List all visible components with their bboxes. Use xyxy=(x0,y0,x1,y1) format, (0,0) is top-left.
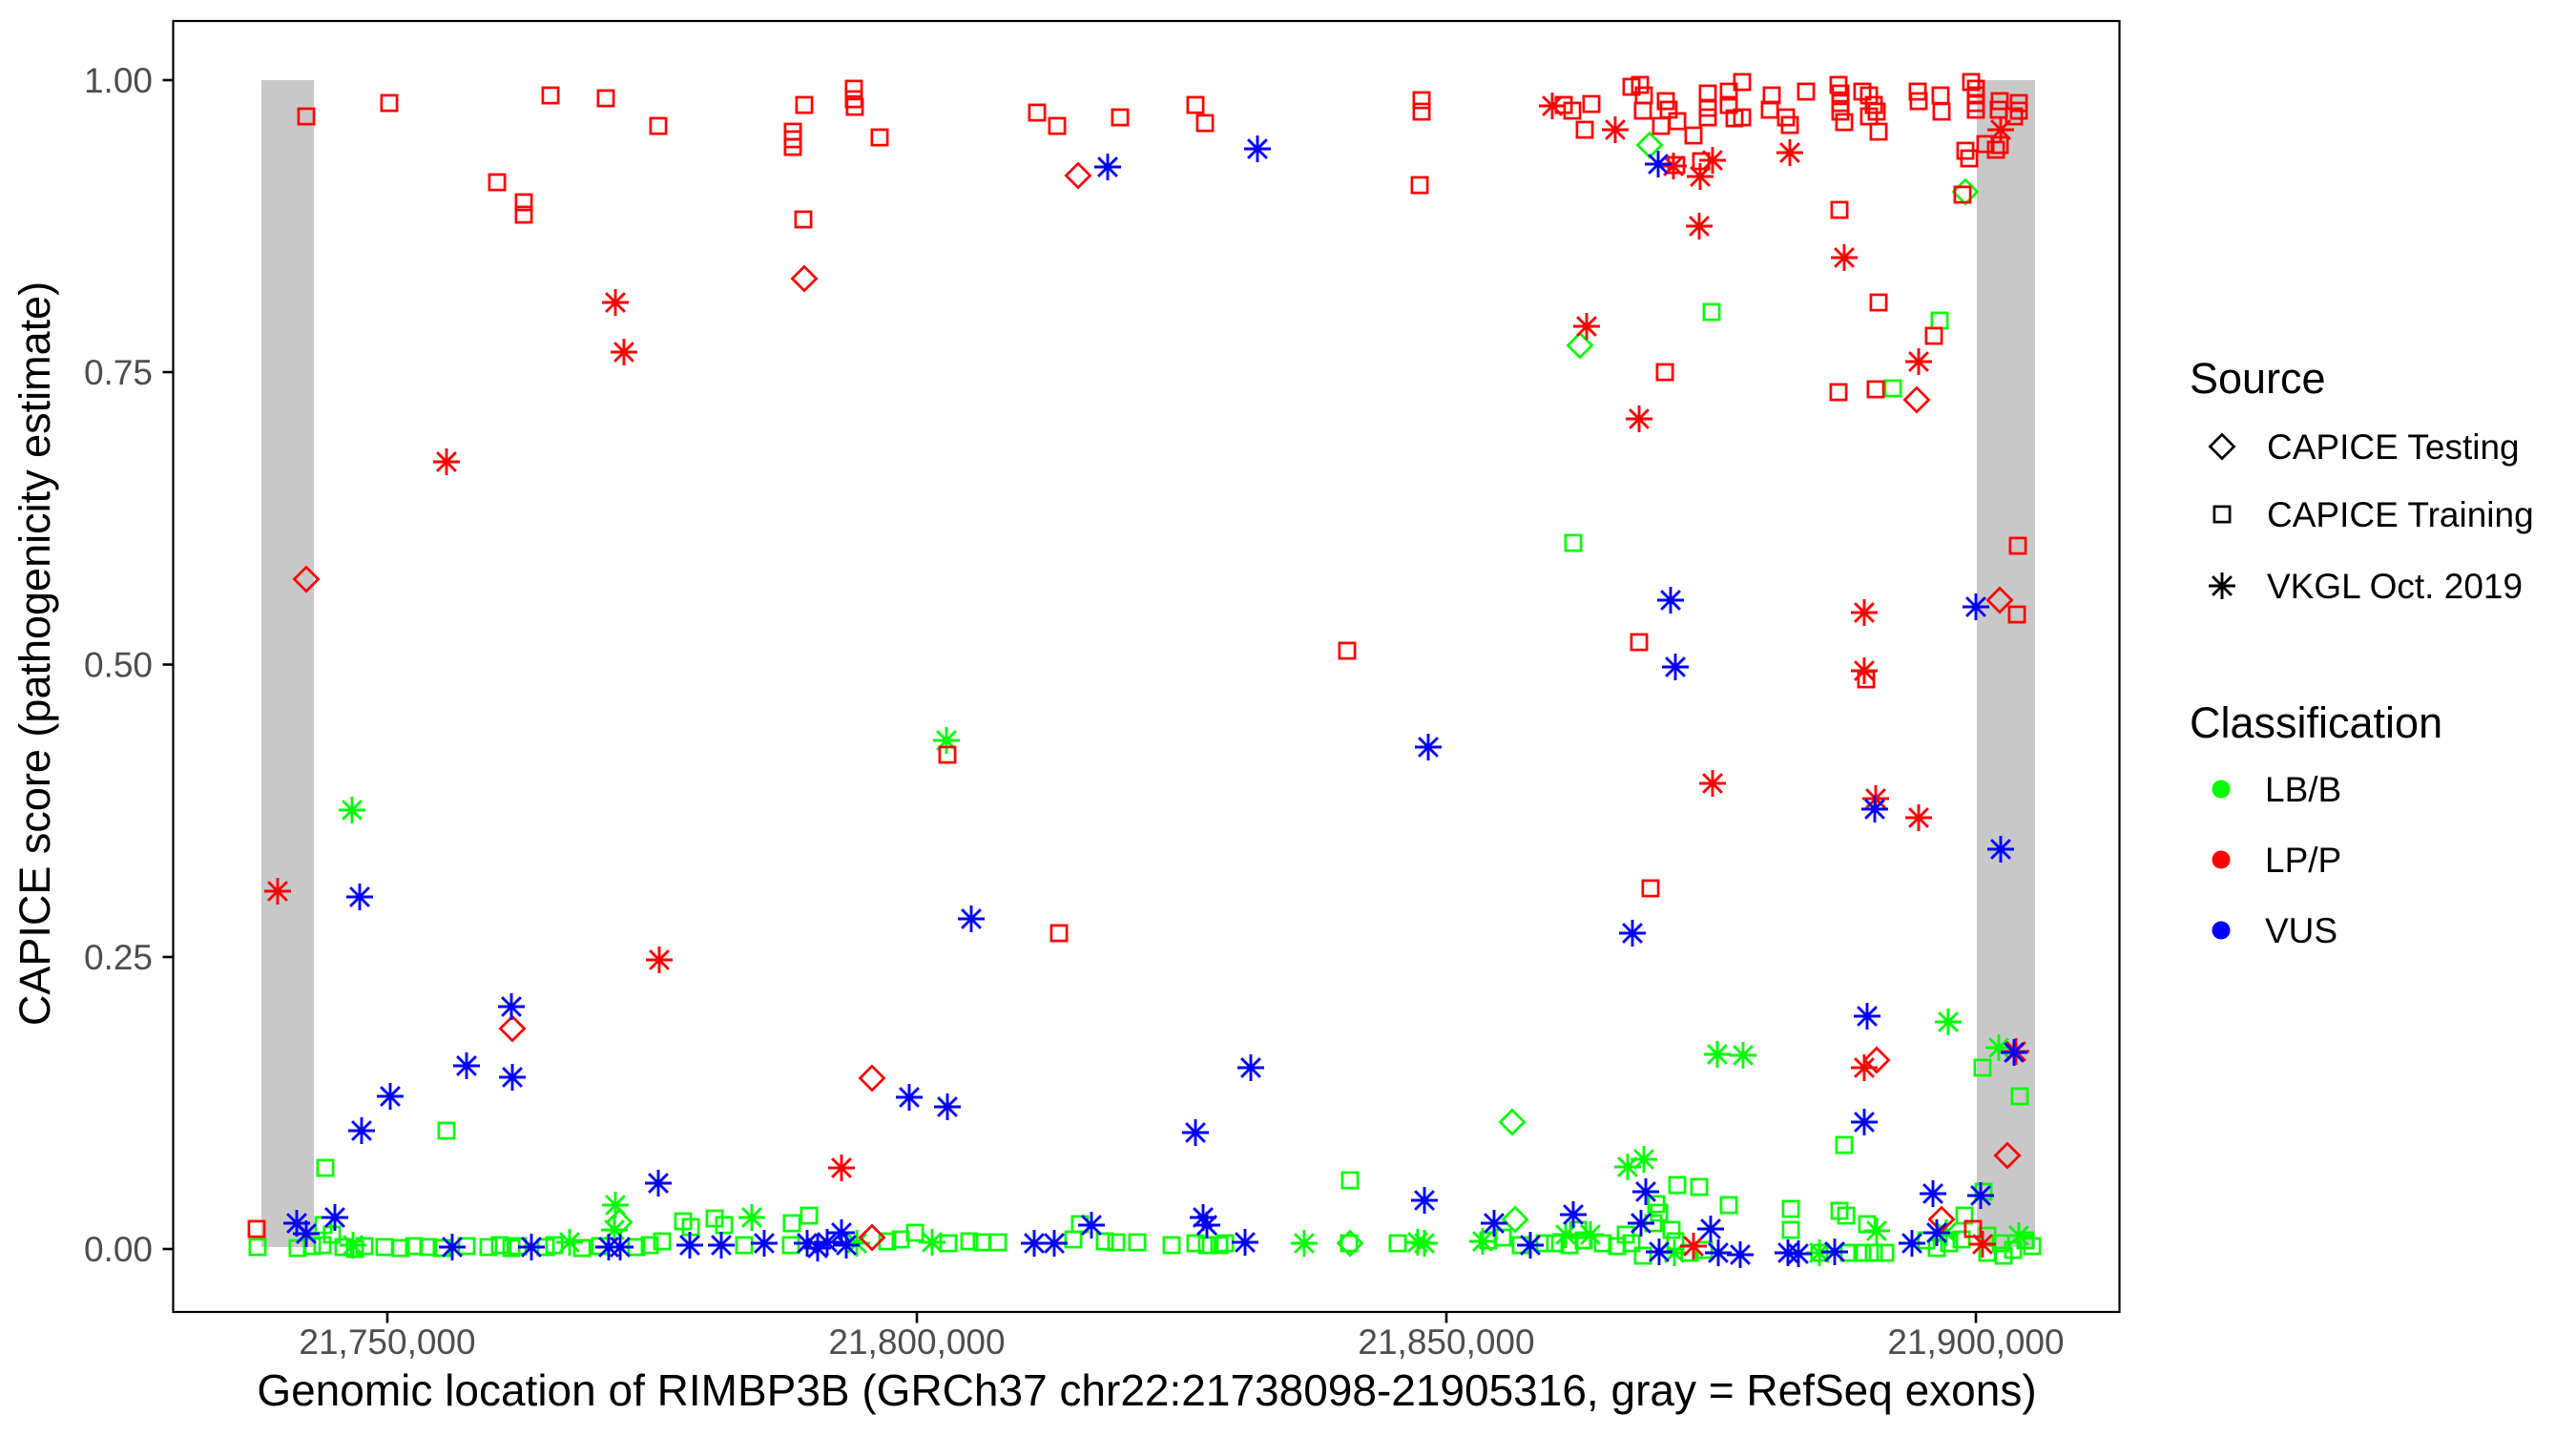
svg-text:LB/B: LB/B xyxy=(2265,770,2341,809)
svg-text:21,850,000: 21,850,000 xyxy=(1358,1322,1534,1362)
svg-text:VKGL Oct. 2019: VKGL Oct. 2019 xyxy=(2267,567,2523,606)
svg-text:21,900,000: 21,900,000 xyxy=(1887,1322,2064,1362)
svg-text:1.00: 1.00 xyxy=(84,61,153,100)
svg-text:Source: Source xyxy=(2190,354,2326,403)
svg-text:CAPICE Training: CAPICE Training xyxy=(2267,495,2534,534)
svg-text:0.25: 0.25 xyxy=(84,938,153,977)
svg-text:LP/P: LP/P xyxy=(2265,841,2341,880)
svg-text:0.50: 0.50 xyxy=(84,646,153,685)
svg-text:CAPICE Testing: CAPICE Testing xyxy=(2267,427,2520,467)
svg-text:21,800,000: 21,800,000 xyxy=(828,1322,1005,1362)
svg-text:21,750,000: 21,750,000 xyxy=(299,1322,475,1362)
svg-text:Genomic location of RIMBP3B (G: Genomic location of RIMBP3B (GRCh37 chr2… xyxy=(257,1365,2036,1415)
svg-text:0.00: 0.00 xyxy=(84,1230,153,1269)
svg-text:CAPICE score (pathogenicity es: CAPICE score (pathogenicity estimate) xyxy=(10,281,59,1026)
svg-text:VUS: VUS xyxy=(2265,911,2337,950)
svg-text:0.75: 0.75 xyxy=(84,353,153,392)
svg-text:Classification: Classification xyxy=(2190,698,2442,747)
